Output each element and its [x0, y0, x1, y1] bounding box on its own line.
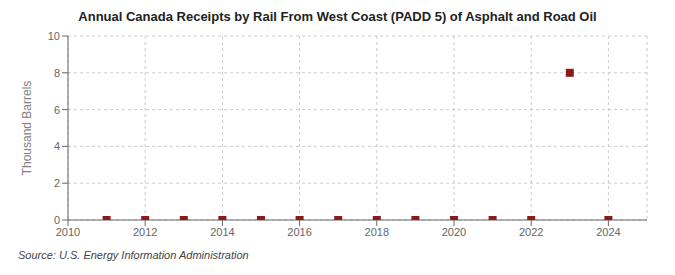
svg-text:4: 4	[54, 140, 60, 152]
svg-text:2016: 2016	[287, 226, 311, 238]
svg-text:Thousand Barrels: Thousand Barrels	[20, 81, 34, 176]
svg-text:2020: 2020	[442, 226, 466, 238]
svg-text:2022: 2022	[519, 226, 543, 238]
svg-text:2014: 2014	[210, 226, 234, 238]
svg-text:2012: 2012	[133, 226, 157, 238]
svg-text:2018: 2018	[365, 226, 389, 238]
html-text:Annual Canada Receipts by Rail: Annual Canada Receipts by Rail From West…	[78, 9, 597, 24]
svg-text:0: 0	[54, 214, 60, 226]
svg-text:10: 10	[48, 30, 60, 42]
svg-text:2010: 2010	[56, 226, 80, 238]
html-text:Source: U.S. Energy Informatio: Source: U.S. Energy Information Administ…	[18, 249, 249, 261]
svg-text:2024: 2024	[596, 226, 620, 238]
svg-text:8: 8	[54, 67, 60, 79]
svg-text:2: 2	[54, 177, 60, 189]
svg-text:6: 6	[54, 104, 60, 116]
